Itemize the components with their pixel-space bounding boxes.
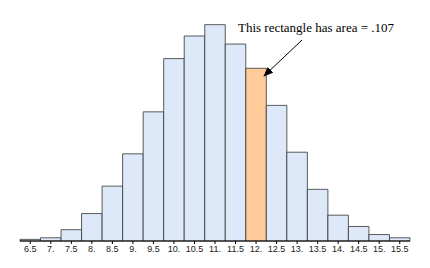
svg-text:14.: 14. <box>332 244 345 254</box>
svg-text:12.5: 12.5 <box>268 244 286 254</box>
svg-text:10.: 10. <box>168 244 181 254</box>
svg-text:12.: 12. <box>250 244 263 254</box>
svg-text:11.5: 11.5 <box>227 244 244 254</box>
svg-text:9.: 9. <box>129 244 137 254</box>
svg-text:8.5: 8.5 <box>106 244 119 254</box>
svg-text:15.5: 15.5 <box>391 244 409 254</box>
svg-text:8.: 8. <box>88 244 96 254</box>
svg-text:10.5: 10.5 <box>186 244 204 254</box>
svg-text:14.5: 14.5 <box>350 244 368 254</box>
svg-text:11.: 11. <box>209 244 221 254</box>
svg-text:6.5: 6.5 <box>24 244 37 254</box>
svg-text:9.5: 9.5 <box>147 244 160 254</box>
svg-text:13.: 13. <box>291 244 304 254</box>
svg-text:This rectangle has area = .107: This rectangle has area = .107 <box>238 20 395 35</box>
svg-text:15.: 15. <box>373 244 386 254</box>
svg-text:7.: 7. <box>47 244 55 254</box>
svg-text:13.5: 13.5 <box>309 244 327 254</box>
svg-text:7.5: 7.5 <box>65 244 78 254</box>
